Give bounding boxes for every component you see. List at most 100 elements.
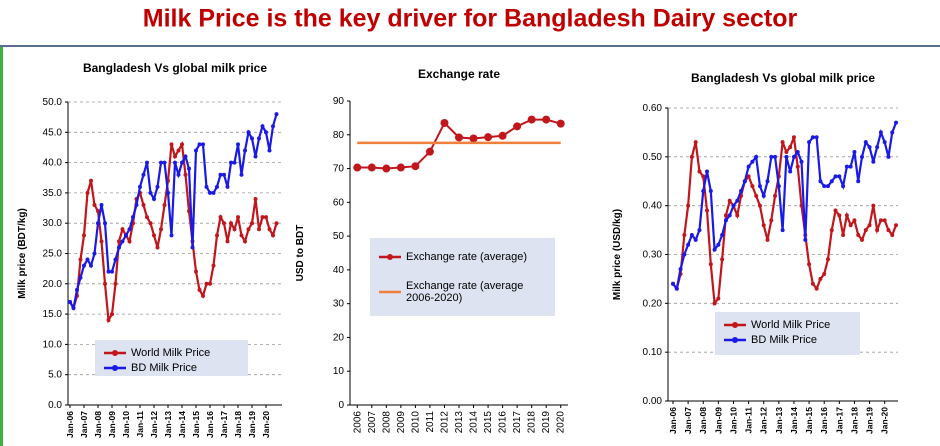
point: [82, 263, 86, 268]
point: [99, 239, 104, 244]
point: [225, 239, 230, 244]
point: [194, 269, 198, 274]
point: [750, 159, 755, 164]
x-tick-label: Jan-19: [247, 411, 257, 438]
point: [78, 275, 83, 280]
point: [773, 193, 778, 198]
x-tick-label: Jan-08: [93, 411, 103, 438]
point: [120, 239, 125, 244]
point: [708, 262, 713, 267]
point: [232, 160, 237, 165]
point: [757, 184, 762, 189]
side-bar: [0, 46, 3, 446]
point: [863, 140, 868, 145]
point: [243, 239, 247, 244]
point: [735, 213, 740, 218]
chart-title: Bangladesh Vs global milk price: [691, 71, 875, 85]
point: [396, 163, 405, 172]
point: [236, 142, 240, 147]
x-tick-label: Jan-12: [759, 407, 769, 434]
point: [96, 209, 100, 214]
point: [886, 154, 891, 159]
point: [765, 237, 770, 242]
y-tick-label: 25.0: [43, 249, 63, 260]
point: [871, 159, 876, 164]
legend-item: Exchange rate (average): [378, 251, 547, 263]
point: [746, 164, 751, 169]
point: [852, 149, 857, 154]
point: [822, 184, 827, 189]
point: [455, 133, 463, 142]
point: [103, 281, 107, 286]
point: [106, 269, 111, 274]
point: [239, 172, 244, 177]
point: [264, 130, 268, 135]
point: [788, 169, 793, 174]
point: [176, 172, 181, 177]
point: [720, 232, 725, 237]
point: [162, 203, 167, 208]
point: [211, 263, 216, 268]
point: [686, 203, 691, 208]
point: [848, 164, 853, 169]
point: [120, 227, 125, 232]
point: [141, 203, 146, 208]
point: [141, 172, 146, 177]
point: [257, 227, 261, 232]
point: [190, 245, 195, 250]
x-tick-label: Jan-12: [149, 411, 159, 438]
y-axis-label: Milk price (USD/kg): [612, 209, 623, 300]
y-tick-label: 10: [333, 366, 345, 377]
point: [844, 164, 849, 169]
point: [791, 154, 796, 159]
point: [103, 221, 107, 226]
point: [791, 135, 796, 140]
point: [85, 257, 90, 262]
x-tick-label: Jan-07: [79, 411, 89, 438]
point: [236, 215, 240, 220]
point: [229, 221, 233, 226]
y-tick-label: 0: [338, 400, 344, 411]
point: [218, 215, 223, 220]
y-tick-label: 20.0: [43, 279, 63, 290]
point: [848, 223, 853, 228]
point: [239, 233, 244, 238]
y-tick-label: 20: [333, 332, 345, 343]
x-tick-label: 2006: [352, 411, 363, 434]
y-tick-label: 70: [333, 164, 345, 175]
y-tick-label: 0.40: [643, 201, 663, 212]
y-tick-label: 0.20: [643, 298, 663, 309]
x-tick-label: Jan-20: [880, 407, 890, 434]
point: [746, 174, 751, 179]
point: [799, 159, 804, 164]
point: [716, 242, 721, 247]
point: [187, 166, 191, 171]
legend-dot: [112, 365, 118, 371]
point: [773, 154, 778, 159]
x-tick-label: Jan-08: [698, 407, 708, 434]
legend: World Milk Price BD Milk Price: [715, 312, 860, 355]
point: [127, 227, 132, 232]
point: [96, 221, 100, 226]
point: [159, 160, 163, 165]
point: [705, 208, 710, 213]
point: [814, 286, 819, 291]
point: [92, 251, 97, 256]
point: [671, 281, 675, 286]
point: [110, 269, 114, 274]
point: [106, 318, 111, 323]
point: [882, 140, 887, 145]
point: [712, 247, 717, 252]
x-tick-label: 2016: [498, 411, 509, 434]
x-tick-label: Jan-13: [163, 411, 173, 438]
point: [875, 145, 880, 150]
point: [152, 233, 156, 238]
x-tick-label: Jan-16: [205, 411, 215, 438]
point: [803, 237, 808, 242]
x-tick-label: Jan-17: [834, 407, 844, 434]
y-tick-label: 10.0: [43, 339, 63, 350]
point: [513, 122, 522, 131]
point: [469, 134, 478, 143]
point: [197, 287, 202, 292]
point: [731, 203, 736, 208]
